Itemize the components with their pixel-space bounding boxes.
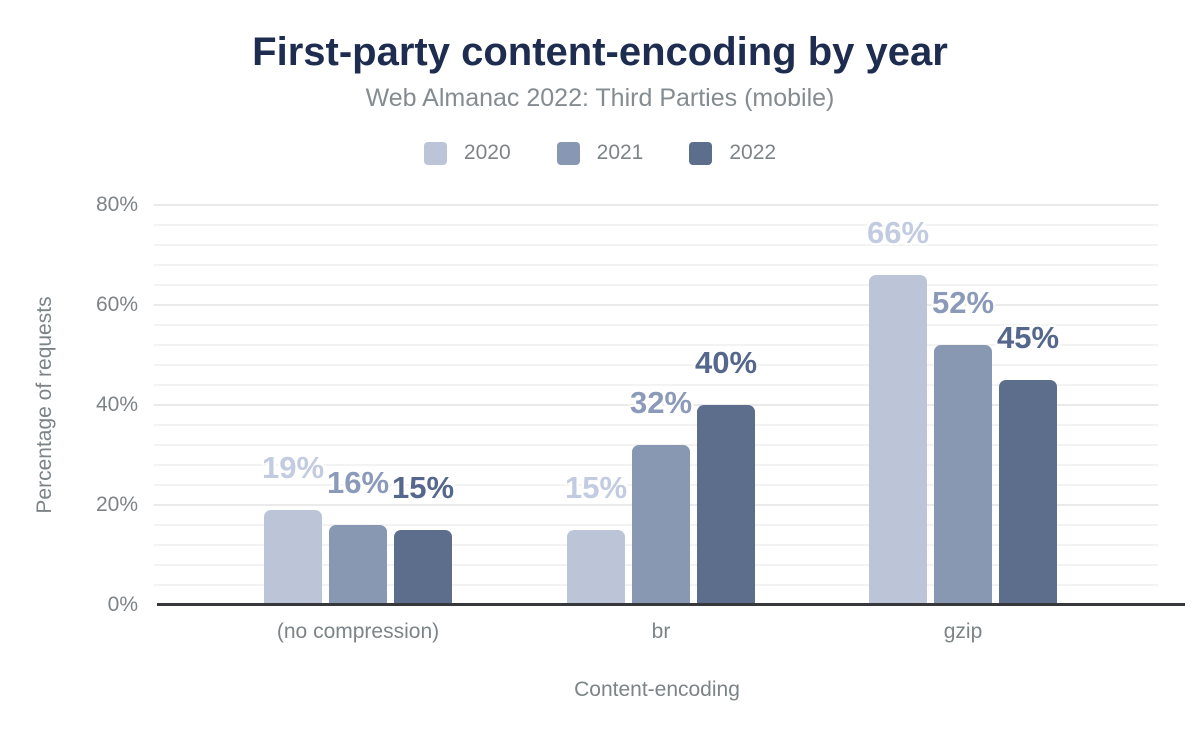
legend-item-2022: 2022 bbox=[689, 141, 776, 165]
bar-2020-br bbox=[567, 530, 625, 605]
bar-value-label: 52% bbox=[931, 285, 995, 320]
minor-gridline bbox=[154, 244, 1158, 246]
chart-subtitle: Web Almanac 2022: Third Parties (mobile) bbox=[365, 84, 835, 112]
bar-2022-nocompression bbox=[394, 530, 452, 605]
minor-gridline bbox=[154, 344, 1158, 346]
bar-value-label: 15% bbox=[391, 470, 455, 505]
minor-gridline bbox=[154, 364, 1158, 366]
legend-label: 2020 bbox=[463, 141, 511, 164]
bar-value-label: 15% bbox=[564, 470, 628, 505]
x-tick-label: gzip bbox=[943, 620, 983, 643]
bar-2021-nocompression bbox=[329, 525, 387, 605]
minor-gridline bbox=[154, 224, 1158, 226]
x-axis-title: Content-encoding bbox=[574, 678, 740, 701]
bar-2020-gzip bbox=[869, 275, 927, 605]
y-tick-label: 20% bbox=[95, 493, 138, 516]
major-gridline bbox=[154, 304, 1158, 306]
legend-swatch-icon bbox=[689, 141, 713, 165]
bar-2022-br bbox=[697, 405, 755, 605]
x-tick-label: br bbox=[651, 620, 671, 643]
legend: 2020 2021 2022 bbox=[0, 141, 1200, 165]
bar-value-label: 19% bbox=[261, 450, 325, 485]
minor-gridline bbox=[154, 284, 1158, 286]
bar-2022-gzip bbox=[999, 380, 1057, 605]
bar-value-label: 40% bbox=[694, 345, 758, 380]
legend-item-2021: 2021 bbox=[556, 141, 644, 165]
major-gridline bbox=[154, 204, 1158, 206]
bar-value-label: 32% bbox=[629, 385, 693, 420]
chart-title: First-party content-encoding by year bbox=[252, 30, 948, 74]
minor-gridline bbox=[154, 264, 1158, 266]
bar-2021-br bbox=[632, 445, 690, 605]
y-tick-label: 60% bbox=[95, 293, 138, 316]
minor-gridline bbox=[154, 424, 1158, 426]
bar-2021-gzip bbox=[934, 345, 992, 605]
x-tick-label: (no compression) bbox=[276, 620, 440, 643]
legend-swatch-icon bbox=[423, 141, 447, 165]
y-tick-label: 40% bbox=[95, 393, 138, 416]
y-tick-label: 0% bbox=[107, 593, 138, 616]
bar-2020-nocompression bbox=[264, 510, 322, 605]
bar-value-label: 45% bbox=[996, 320, 1060, 355]
major-gridline bbox=[154, 404, 1158, 406]
y-tick-label: 80% bbox=[95, 193, 138, 216]
y-axis-title: Percentage of requests bbox=[33, 296, 56, 514]
x-axis-line bbox=[157, 603, 1185, 606]
bar-value-label: 16% bbox=[326, 465, 390, 500]
legend-swatch-icon bbox=[556, 141, 580, 165]
legend-label: 2022 bbox=[729, 141, 777, 164]
legend-label: 2021 bbox=[596, 141, 644, 164]
minor-gridline bbox=[154, 324, 1158, 326]
minor-gridline bbox=[154, 384, 1158, 386]
legend-item-2020: 2020 bbox=[423, 141, 511, 165]
bar-value-label: 66% bbox=[866, 215, 930, 250]
